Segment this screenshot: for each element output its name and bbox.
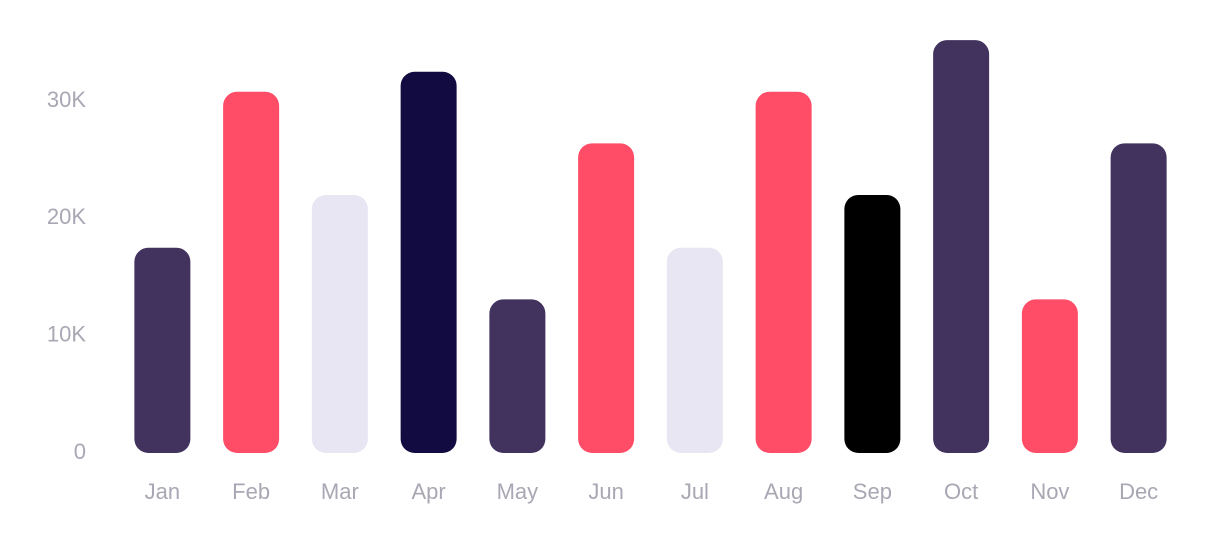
bar-aug bbox=[755, 91, 812, 453]
y-tick-label: 0 bbox=[74, 439, 86, 464]
bar-jul bbox=[666, 247, 723, 453]
bars-group bbox=[134, 40, 1167, 454]
x-tick-label-may: May bbox=[497, 479, 539, 504]
x-tick-label-jul: Jul bbox=[681, 479, 709, 504]
bar-jun bbox=[578, 143, 635, 453]
bar-jan bbox=[134, 247, 191, 453]
y-tick-label: 20K bbox=[47, 204, 86, 229]
bar-mar bbox=[311, 194, 368, 453]
bar-may bbox=[489, 299, 546, 453]
x-tick-label-aug: Aug bbox=[764, 479, 803, 504]
x-tick-label-dec: Dec bbox=[1119, 479, 1158, 504]
x-axis-labels: Jan Feb Mar Apr May Jun Jul Aug Sep Oct Nov Dec bbox=[145, 479, 1159, 504]
x-tick-label-oct: Oct bbox=[944, 479, 978, 504]
x-tick-label-jun: Jun bbox=[588, 479, 623, 504]
x-tick-label-apr: Apr bbox=[412, 479, 446, 504]
bar-apr bbox=[400, 71, 457, 454]
bar-oct bbox=[933, 40, 990, 453]
x-tick-label-feb: Feb bbox=[232, 479, 270, 504]
bar-feb bbox=[223, 91, 280, 453]
x-tick-label-mar: Mar bbox=[321, 479, 359, 504]
x-tick-label-jan: Jan bbox=[145, 479, 180, 504]
y-tick-label: 10K bbox=[47, 322, 86, 347]
y-tick-label: 30K bbox=[47, 87, 86, 112]
bar-nov bbox=[1021, 299, 1078, 453]
y-axis-ticks: 0 10K 20K 30K bbox=[47, 87, 86, 464]
x-tick-label-nov: Nov bbox=[1030, 479, 1069, 504]
bar-dec bbox=[1110, 143, 1167, 453]
bar-sep bbox=[844, 194, 901, 453]
x-tick-label-sep: Sep bbox=[853, 479, 892, 504]
